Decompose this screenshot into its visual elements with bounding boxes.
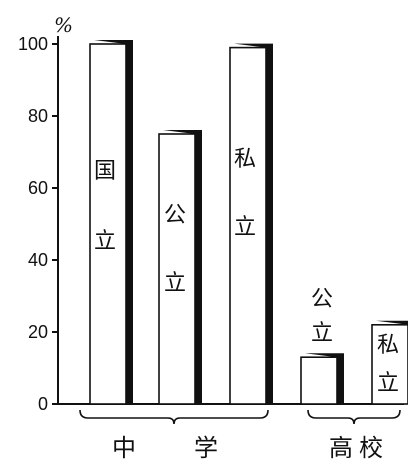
bar-shadow (94, 40, 133, 404)
y-tick-label: 80 (28, 106, 48, 126)
group-label-char: 高 (329, 434, 355, 462)
y-tick-label: 0 (38, 394, 48, 414)
bar (371, 323, 408, 405)
bar-label-char: 立 (377, 371, 399, 396)
y-tick-label: 40 (28, 250, 48, 270)
y-tick-label: 20 (28, 322, 48, 342)
y-tick-label: 100 (18, 34, 48, 54)
bar-label-char: 立 (311, 321, 333, 346)
group-bracket (79, 409, 269, 425)
bar-label-char: 立 (234, 215, 256, 240)
group-label-char: 校 (359, 434, 385, 462)
bar-label-char: 公 (164, 203, 186, 228)
bar-shadow (163, 130, 202, 404)
bar (158, 133, 196, 405)
bar-shadow (305, 353, 344, 404)
bar-label-char: 立 (164, 271, 186, 296)
bar-label-char: 私 (234, 147, 256, 172)
y-tick-label: 60 (28, 178, 48, 198)
bar-label-char: 私 (377, 333, 399, 358)
bars-layer (89, 40, 408, 405)
bar-shadow (234, 43, 273, 404)
axis-layer: 0 20 40 60 80 100% (18, 13, 404, 414)
group-label-char: 中 (112, 434, 138, 462)
group-bracket (307, 409, 401, 425)
bar (300, 356, 338, 405)
bar-label-char: 国 (94, 159, 116, 184)
bar (89, 43, 127, 405)
bar-label-char: 立 (94, 229, 116, 254)
y-unit-label: % (54, 13, 73, 37)
group-label-char: 学 (194, 434, 220, 462)
bar-label-char: 公 (311, 287, 333, 312)
group-labels-layer: 中 学 高校 (79, 409, 401, 462)
bar (229, 46, 267, 405)
